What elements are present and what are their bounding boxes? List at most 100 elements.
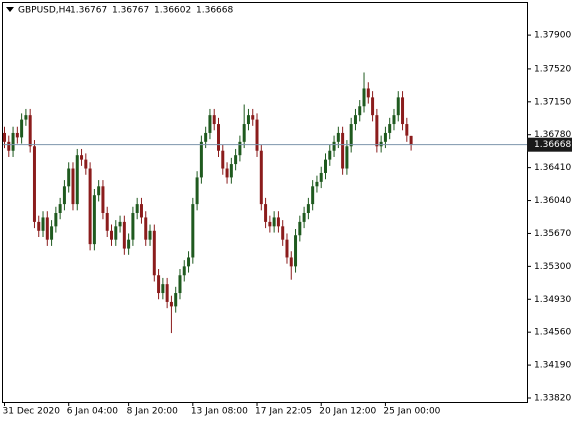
candle-body	[114, 226, 118, 240]
candle-body	[71, 168, 75, 205]
candle-body	[332, 141, 336, 151]
x-tick-label: 8 Jan 20:00	[127, 407, 179, 417]
candle-body	[24, 115, 28, 120]
candle-body	[169, 301, 173, 307]
candle-body	[238, 141, 242, 156]
candle-body	[139, 204, 143, 218]
candle-body	[264, 204, 268, 222]
candle-body	[161, 284, 165, 294]
candle-body	[118, 221, 122, 227]
candle-body	[362, 88, 366, 107]
candle-body	[37, 221, 41, 231]
y-tick-label: 1.35670	[534, 229, 571, 239]
chart-title: GBPUSD,H4	[18, 6, 71, 16]
candle-body	[135, 204, 139, 213]
x-tick-label: 20 Jan 12:00	[319, 407, 376, 417]
candle-body	[246, 115, 250, 125]
candle-body	[341, 132, 345, 169]
candle-body	[217, 124, 220, 151]
candle-body	[281, 226, 285, 240]
header-open: 1.36767	[70, 6, 107, 16]
price-tag	[527, 137, 572, 152]
y-tick-label: 1.37520	[534, 64, 571, 74]
candle-body	[379, 141, 383, 147]
candle-body	[208, 115, 212, 133]
header-low: 1.36602	[154, 6, 191, 16]
candle-body	[105, 212, 109, 231]
candle-body	[127, 239, 131, 249]
candle-body	[319, 172, 323, 182]
candle-body	[152, 230, 156, 276]
candle-body	[234, 155, 238, 165]
candle-body	[84, 159, 88, 169]
candle-body	[75, 155, 79, 205]
candle-body	[131, 212, 135, 240]
y-tick-label: 1.33820	[534, 393, 571, 403]
candle-body	[199, 141, 203, 178]
candle-body	[392, 115, 396, 125]
candle-body	[144, 217, 148, 240]
candle-body	[401, 97, 405, 125]
y-tick-label: 1.35300	[534, 262, 571, 272]
plot-frame	[2, 2, 528, 403]
candle-body	[178, 275, 182, 294]
y-tick-label: 1.34930	[534, 295, 571, 305]
candle-body	[212, 115, 216, 125]
candle-body	[67, 168, 71, 187]
candle-body	[383, 132, 387, 142]
candle-body	[324, 159, 327, 173]
candle-body	[195, 177, 199, 205]
candle-body	[353, 115, 357, 125]
header-close: 1.36668	[196, 6, 233, 16]
candle-body	[255, 119, 259, 151]
candle-body	[242, 124, 246, 142]
y-tick-label: 1.37900	[534, 31, 571, 41]
candle-body	[165, 284, 169, 302]
candle-body	[50, 226, 54, 240]
candle-body	[110, 230, 113, 240]
candle-body	[311, 186, 315, 205]
candle-body	[298, 221, 302, 236]
candle-body	[294, 235, 298, 267]
candle-body	[289, 257, 293, 267]
candle-body	[122, 221, 126, 249]
candle-body	[28, 115, 32, 147]
candle-body	[259, 150, 263, 205]
candle-body	[328, 150, 332, 160]
candle-body	[88, 168, 92, 245]
candle-body	[80, 155, 84, 160]
candle-body	[97, 186, 101, 196]
candle-body	[58, 204, 62, 213]
y-tick-label: 1.34190	[534, 361, 571, 371]
candle-body	[3, 132, 6, 142]
candle-body	[7, 141, 11, 151]
candle-body	[409, 135, 413, 145]
y-tick-label: 1.36040	[534, 196, 571, 206]
candle-body	[182, 266, 186, 276]
candle-body	[371, 97, 375, 116]
x-tick-label: 13 Jan 08:00	[191, 407, 248, 417]
y-tick-label: 1.34560	[534, 328, 571, 338]
x-tick-label: 6 Jan 04:00	[67, 407, 119, 417]
candle-body	[191, 204, 195, 258]
candle-body	[375, 115, 379, 147]
candle-body	[15, 132, 19, 138]
x-tick-label: 17 Jan 22:05	[255, 407, 312, 417]
y-tick-label: 1.36780	[534, 130, 571, 140]
y-tick-label: 1.37150	[534, 97, 571, 107]
menu-triangle[interactable]	[6, 7, 14, 12]
candle-body	[221, 150, 225, 169]
price-tag-label: 1.36668	[534, 140, 571, 150]
x-tick-label: 25 Jan 00:00	[383, 407, 440, 417]
candle-body	[41, 217, 45, 231]
candle-body	[157, 275, 161, 294]
candle-body	[302, 212, 306, 222]
candle-body	[251, 115, 255, 120]
header-high: 1.36767	[112, 6, 149, 16]
candle-body	[358, 106, 362, 116]
x-tick-label: 31 Dec 2020	[3, 407, 61, 417]
candle-body	[32, 146, 36, 222]
candle-body	[11, 132, 15, 151]
y-tick-label: 1.36410	[534, 163, 571, 173]
